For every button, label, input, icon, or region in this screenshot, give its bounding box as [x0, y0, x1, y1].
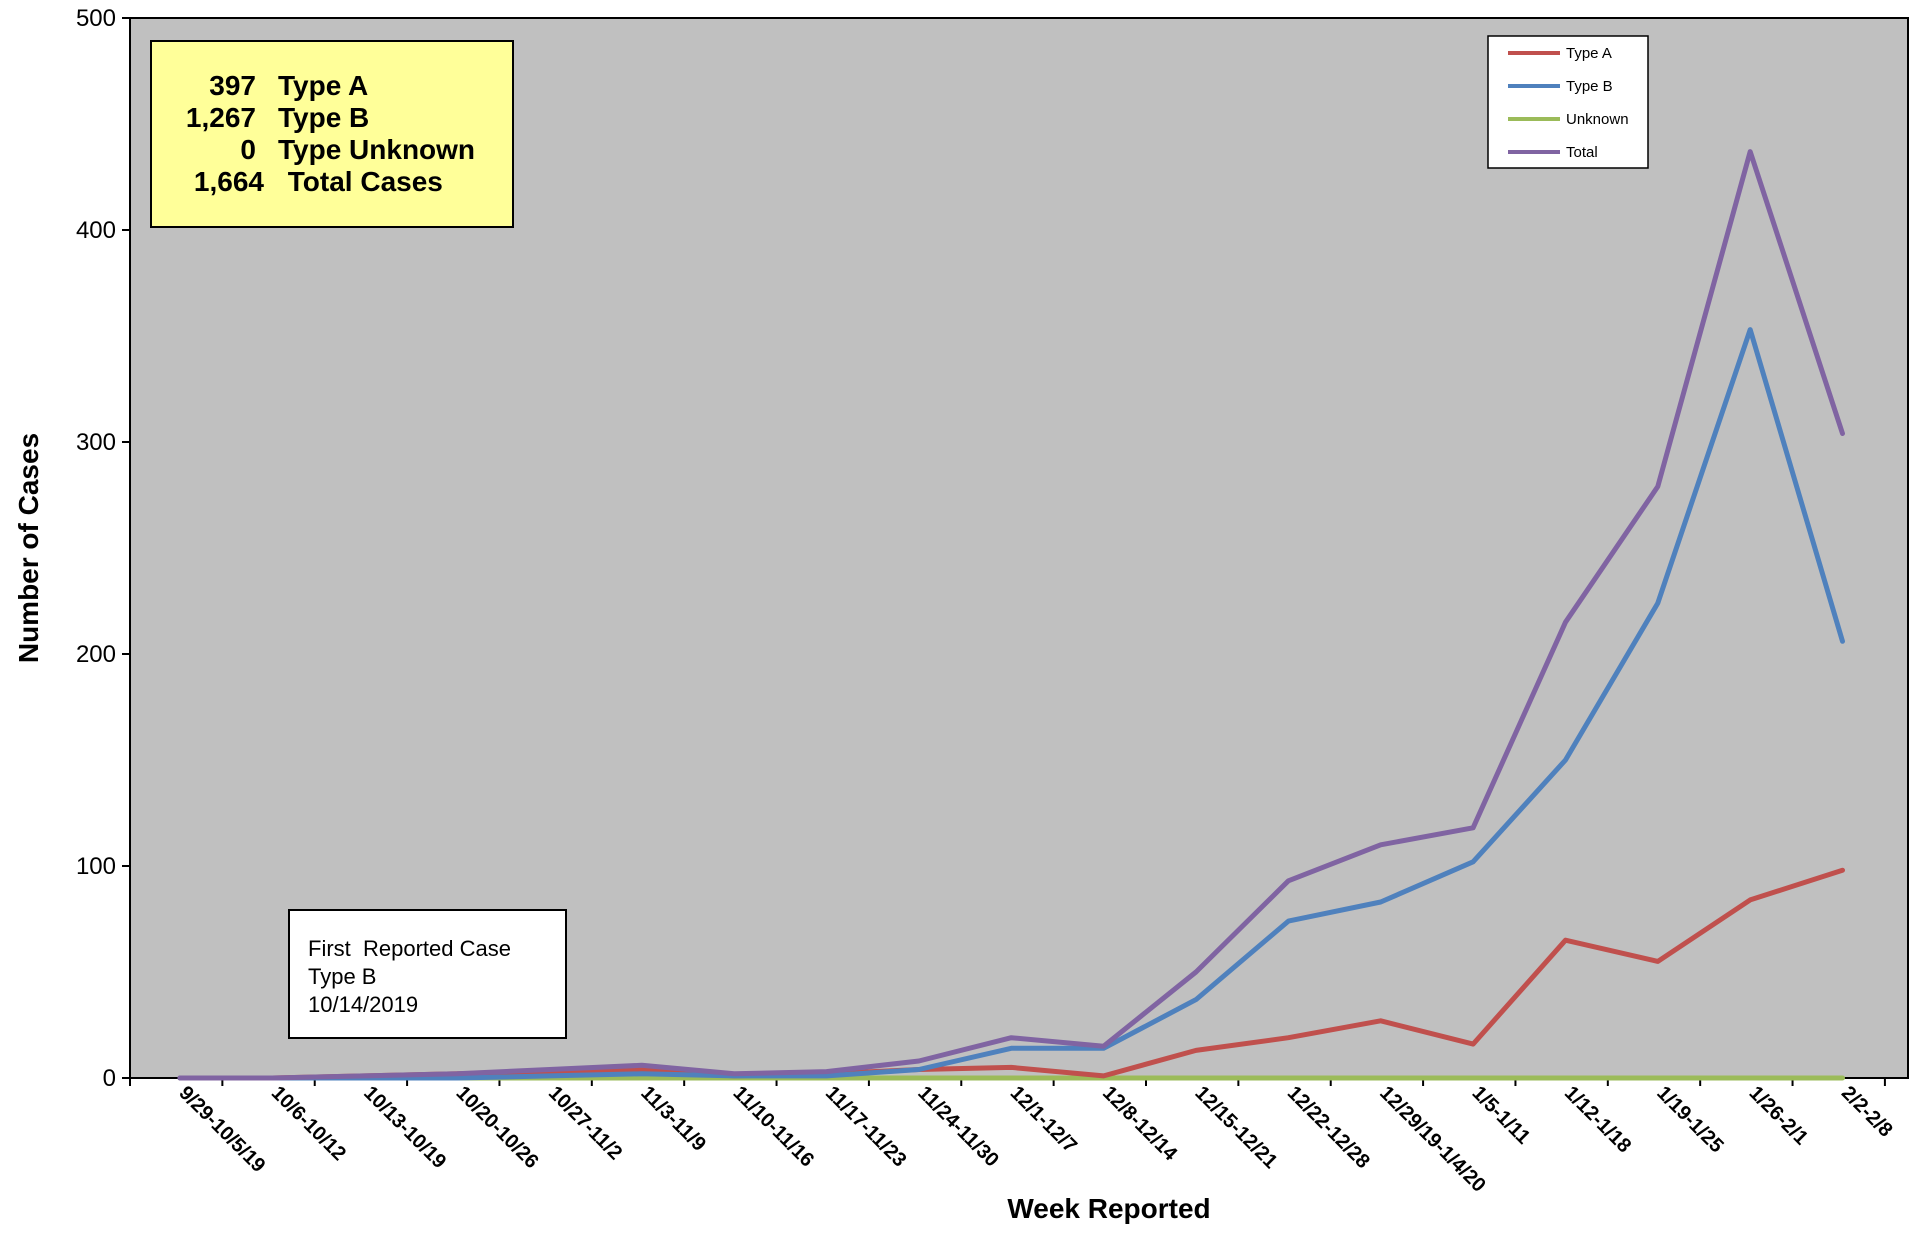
x-tick-label: 11/3-11/9 — [636, 1082, 710, 1156]
y-tick-label: 300 — [76, 429, 116, 456]
x-tick-label: 1/12-1/18 — [1560, 1082, 1635, 1157]
summary-row-total: 1,664 Total Cases — [152, 166, 443, 198]
x-tick-label: 1/19-1/25 — [1652, 1082, 1727, 1157]
summary-count: 1,267 — [185, 102, 256, 133]
y-axis: 0 100 200 300 400 500 — [76, 5, 130, 1092]
summary-label: Total Cases — [280, 166, 443, 197]
x-tick-label: 12/22-12/28 — [1283, 1082, 1374, 1173]
y-tick-label: 0 — [103, 1065, 116, 1092]
legend: Type A Type B Unknown Total — [1487, 35, 1649, 169]
x-tick-label: 11/24-11/30 — [913, 1082, 1002, 1171]
legend-label: Type A — [1566, 45, 1612, 62]
y-tick-label: 500 — [76, 5, 116, 32]
summary-label: Type B — [278, 102, 370, 133]
summary-label: Type A — [278, 70, 369, 101]
legend-box — [1487, 35, 1649, 169]
x-tick-label: 12/1-12/7 — [1006, 1082, 1081, 1157]
legend-label: Type B — [1566, 78, 1613, 95]
x-tick-label: 10/13-10/19 — [359, 1082, 450, 1173]
y-tick-label: 400 — [76, 217, 116, 244]
series-line-total — [177, 149, 1845, 1081]
summary-row-type-b: 1,267 Type B — [152, 102, 369, 134]
summary-count: 397 — [209, 70, 256, 101]
first-case-note: First Reported Case Type B 10/14/2019 — [288, 909, 567, 1039]
series-lines — [177, 149, 1845, 1081]
legend-label: Unknown — [1566, 111, 1629, 128]
y-tick-label: 100 — [76, 853, 116, 880]
x-tick-label: 2/2-2/8 — [1837, 1082, 1897, 1142]
summary-row-type-unknown: 0 Type Unknown — [152, 134, 475, 166]
x-tick-label: 10/20-10/26 — [452, 1082, 543, 1173]
series-line-type-b — [177, 327, 1845, 1081]
x-axis-title: Week Reported — [1007, 1193, 1210, 1224]
x-tick-label: 1/26-2/1 — [1745, 1082, 1812, 1149]
x-tick-label: 12/8-12/14 — [1098, 1082, 1182, 1166]
summary-count: 1,664 — [193, 166, 264, 197]
x-tick-label: 10/6-10/12 — [267, 1082, 350, 1165]
summary-label: Type Unknown — [278, 134, 476, 165]
summary-row-type-a: 397 Type A — [152, 70, 368, 102]
note-line: First Reported Case — [308, 936, 511, 961]
y-axis-title: Number of Cases — [13, 433, 44, 663]
x-tick-label: 11/10-11/16 — [729, 1082, 818, 1171]
case-summary-box: 397 Type A 1,267 Type B 0 Type Unknown 1,66… — [150, 40, 514, 228]
note-line: Type B — [308, 964, 377, 989]
legend-label: Total — [1566, 144, 1598, 161]
x-tick-label: 10/27-11/2 — [544, 1082, 626, 1164]
x-tick-label: 12/15-12/21 — [1190, 1082, 1281, 1173]
x-tick-label: 9/29-10/5/19 — [174, 1082, 269, 1177]
y-tick-label: 200 — [76, 641, 116, 668]
x-tick-label: 1/5-1/11 — [1468, 1082, 1535, 1149]
note-line: 10/14/2019 — [308, 992, 419, 1017]
summary-count: 0 — [240, 134, 256, 165]
x-tick-label: 11/17-11/23 — [821, 1082, 910, 1171]
